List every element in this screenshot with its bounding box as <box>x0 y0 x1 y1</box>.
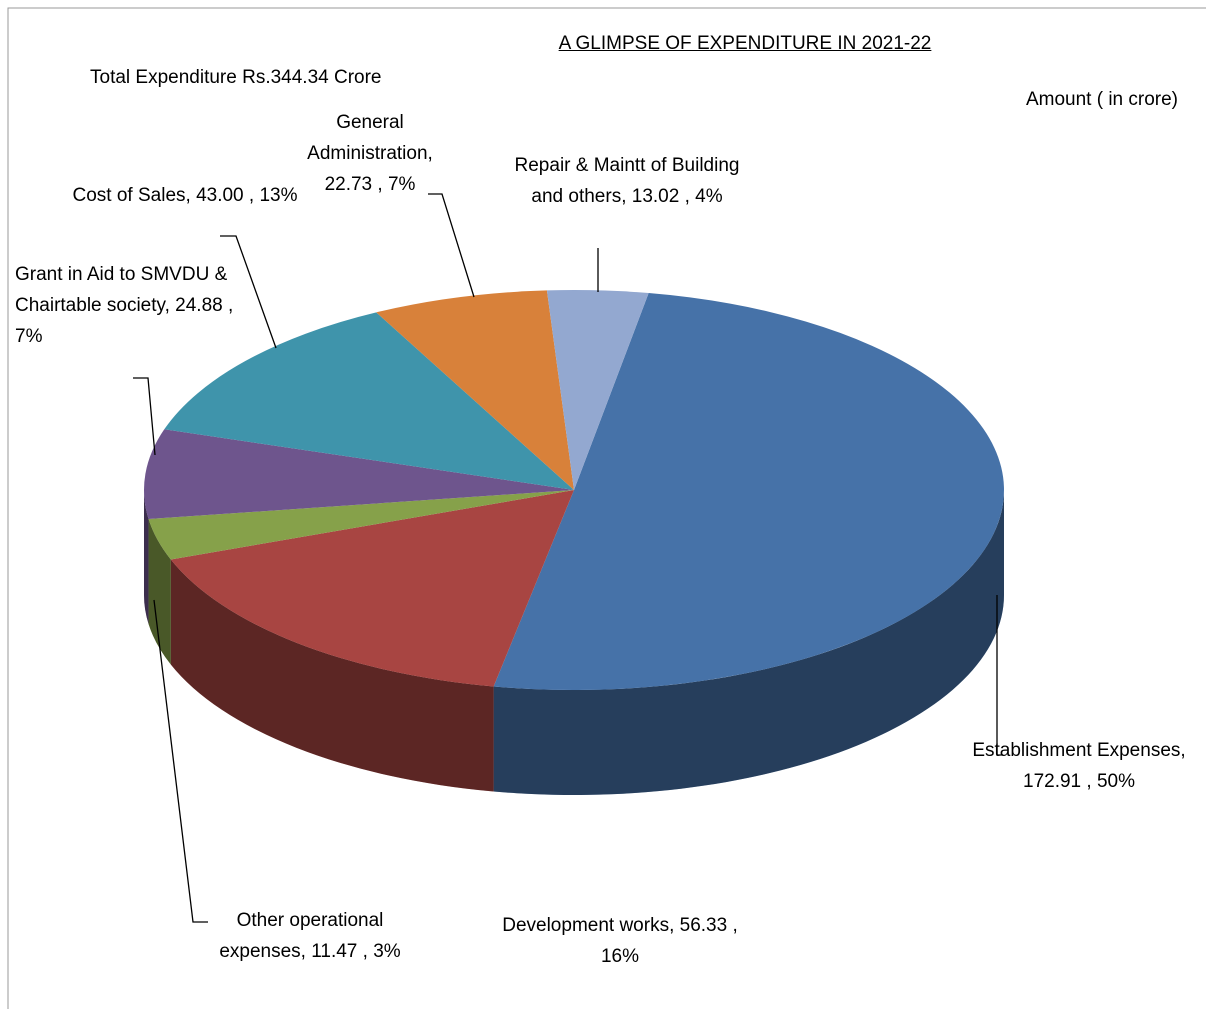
leader-line <box>996 595 1003 756</box>
data-label: Cost of Sales, 43.00 , 13% <box>72 185 298 206</box>
leader-line <box>133 377 156 456</box>
pie <box>143 289 1004 795</box>
data-label: Grant in Aid to SMVDU & Chairtable socie… <box>15 264 234 347</box>
pie-side <box>148 519 171 665</box>
chart-title: A GLIMPSE OF EXPENDITURE IN 2021-22 <box>558 33 932 54</box>
pie-side-shade <box>170 559 494 792</box>
data-label: Establishment Expenses, 172.91 , 50% <box>972 740 1186 792</box>
data-label: Development works, 56.33 , 16% <box>502 915 738 967</box>
pie-side-shade <box>493 490 1004 795</box>
pie-side-shade <box>144 490 149 625</box>
pie-slice <box>164 312 574 490</box>
pie-slice <box>546 289 649 490</box>
leader-line <box>428 193 475 298</box>
pie-side <box>170 559 494 792</box>
pie-slice <box>148 490 574 560</box>
data-label: Other operational expenses, 11.47 , 3% <box>219 910 401 962</box>
data-label: General Administration, 22.73 , 7% <box>307 112 433 195</box>
pie-slice <box>170 490 574 687</box>
frame <box>7 7 1206 1009</box>
data-label: Repair & Maintt of Building and others, … <box>514 155 740 207</box>
pie-slice <box>143 429 574 520</box>
pie-slice <box>493 293 1004 690</box>
leader-line <box>220 235 277 349</box>
unit-label: Amount ( in crore) <box>1025 89 1178 110</box>
leaders <box>133 193 1003 923</box>
pie-slice <box>376 290 574 490</box>
leader-line <box>153 599 208 923</box>
chart-subtitle: Total Expenditure Rs.344.34 Crore <box>90 67 382 88</box>
pie-side-shade <box>148 519 171 665</box>
pie-side <box>493 490 1004 795</box>
pie-side <box>144 490 149 625</box>
